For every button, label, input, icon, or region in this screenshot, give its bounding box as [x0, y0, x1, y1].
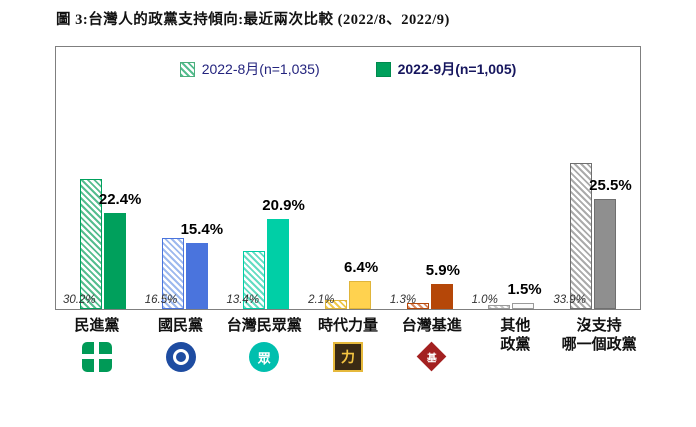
bar-september-7: [594, 199, 617, 309]
category-label: 台灣基進: [401, 317, 462, 334]
legend-item-september: 2022-9月(n=1,005): [375, 59, 517, 79]
bar-september-5: [430, 283, 453, 309]
category-label: 時代力量: [317, 317, 378, 334]
bar-september-6: [512, 302, 535, 309]
value-label-august-3: 13.4%: [226, 294, 260, 306]
x-axis-labels: 民進黨 國民黨 台灣民眾黨眾時代力量力台灣基進基其他 政黨 沒支持 哪一個政黨: [55, 316, 641, 372]
bar-group-3: 13.4% 20.9%: [225, 91, 307, 309]
value-label-september-4: 6.4%: [344, 259, 379, 277]
tpp-logo: 眾: [249, 342, 280, 372]
value-label-august-1: 30.2%: [63, 294, 96, 306]
npp-logo: 力: [332, 342, 363, 372]
chart-area: 2022-8月(n=1,035) 2022-9月(n=1,005) 30.2% 2…: [55, 46, 641, 310]
tsp-logo-glyph: 基: [426, 353, 437, 364]
x-label-cell-6: 其他 政黨: [474, 316, 558, 372]
plot-area: 30.2% 22.4% 16.5% 15.4% 13.4% 20.9% 2.1% 6.4% 1.…: [62, 91, 634, 309]
x-label-cell-2: 國民黨: [139, 316, 223, 372]
bar-september-2: [185, 242, 208, 309]
value-label-september-6: 1.5%: [507, 280, 542, 298]
bar-group-4: 2.1% 6.4%: [307, 91, 389, 309]
bar-august-6: [488, 304, 511, 309]
legend-label-august: 2022-8月(n=1,035): [201, 61, 320, 77]
bar-august-1: [79, 179, 102, 309]
tpp-logo-glyph: 眾: [257, 350, 271, 366]
kmt-logo: [165, 342, 196, 372]
category-label: 其他: [500, 317, 531, 334]
bar-august-3: [243, 251, 266, 309]
dpp-logo: [81, 342, 112, 372]
category-label: 民進黨: [74, 317, 120, 334]
category-label: 政黨: [500, 336, 531, 353]
value-label-september-1: 22.4%: [98, 190, 142, 208]
category-label: 台灣民眾黨: [226, 317, 302, 334]
value-label-september-2: 15.4%: [180, 220, 224, 238]
value-label-august-7: 33.9%: [553, 294, 586, 306]
bar-august-5: [406, 303, 429, 309]
value-label-september-5: 5.9%: [425, 261, 460, 279]
value-label-september-3: 20.9%: [262, 197, 305, 215]
legend-label-september: 2022-9月(n=1,005): [397, 61, 517, 77]
x-label-cell-3: 台灣民眾黨眾: [222, 316, 306, 372]
bar-august-4: [325, 299, 348, 309]
value-label-august-2: 16.5%: [144, 294, 178, 306]
bar-august-7: [570, 163, 593, 309]
npp-logo-glyph: 力: [340, 349, 355, 365]
category-label: 沒支持: [576, 317, 622, 334]
bar-group-2: 16.5% 15.4%: [144, 91, 226, 309]
value-label-august-5: 1.3%: [389, 294, 417, 306]
value-label-september-7: 25.5%: [589, 177, 632, 195]
x-label-cell-7: 沒支持 哪一個政黨: [557, 316, 641, 372]
x-label-cell-5: 台灣基進基: [390, 316, 474, 372]
category-label: 哪一個政黨: [561, 336, 637, 353]
x-label-cell-4: 時代力量力: [306, 316, 390, 372]
value-label-august-4: 2.1%: [308, 294, 335, 306]
bar-august-2: [161, 238, 184, 309]
bar-september-1: [103, 212, 126, 309]
value-label-august-6: 1.0%: [471, 294, 498, 306]
legend-swatch-september: [375, 61, 391, 77]
bar-group-6: 1.0% 1.5%: [471, 91, 553, 309]
bar-september-4: [349, 281, 372, 309]
legend: 2022-8月(n=1,035) 2022-9月(n=1,005): [56, 59, 640, 79]
tsp-logo: 基: [416, 341, 447, 372]
category-label: 國民黨: [158, 317, 204, 334]
legend-swatch-august: [179, 61, 195, 77]
x-label-cell-1: 民進黨: [55, 316, 139, 372]
bar-group-7: 33.9% 25.5%: [552, 91, 634, 309]
bar-group-5: 1.3% 5.9%: [389, 91, 471, 309]
bar-september-3: [267, 219, 290, 309]
bar-group-1: 30.2% 22.4%: [62, 91, 144, 309]
legend-item-august: 2022-8月(n=1,035): [179, 59, 320, 79]
figure-title: 圖 3:台灣人的政黨支持傾向:最近兩次比較 (2022/8、2022/9): [56, 12, 450, 28]
